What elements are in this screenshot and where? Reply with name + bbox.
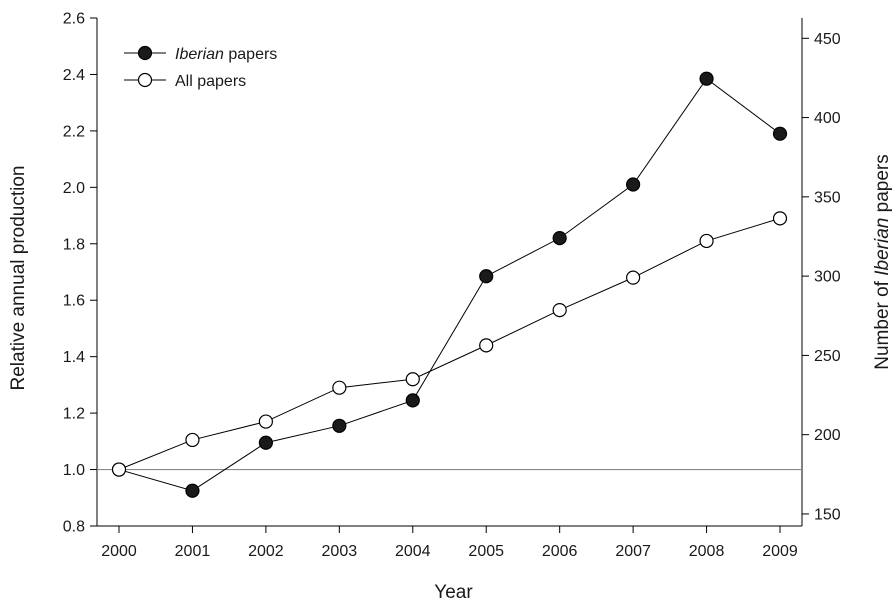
- x-tick-label: 2000: [101, 543, 137, 560]
- x-tick-label: 2008: [689, 543, 725, 560]
- series-line-all: [118, 217, 781, 471]
- legend-label-part: Iberian: [175, 46, 224, 63]
- y2-axis-title-part: Number of: [872, 276, 893, 370]
- legend-marker: [137, 45, 153, 61]
- data-point-all: [626, 270, 641, 285]
- x-tick-label: 2005: [468, 543, 504, 560]
- y2-tick-label: 300: [814, 269, 841, 286]
- y2-tick-label: 150: [814, 506, 841, 523]
- data-point-iberian: [479, 269, 494, 284]
- y-tick-label: 2.0: [63, 180, 85, 197]
- x-tick-label: 2003: [322, 543, 358, 560]
- data-point-all: [111, 462, 127, 477]
- data-point-all: [185, 432, 200, 448]
- legend-label: All papers: [175, 73, 246, 90]
- data-point-iberian: [405, 393, 420, 408]
- legend-label: Iberian papers: [175, 46, 277, 63]
- data-point-all: [772, 211, 788, 226]
- x-tick-label: 2001: [175, 543, 211, 560]
- y2-tick-label: 250: [814, 348, 841, 365]
- y-tick-label: 1.6: [63, 293, 85, 310]
- y2-tick-label: 200: [814, 427, 841, 444]
- data-point-all: [699, 233, 714, 249]
- x-tick-label: 2009: [762, 543, 798, 560]
- data-point-iberian: [332, 418, 347, 433]
- x-tick-label: 2002: [248, 543, 284, 560]
- y-tick-label: 1.8: [63, 236, 85, 253]
- y-tick-label: 2.2: [63, 123, 85, 140]
- data-point-iberian: [699, 71, 714, 86]
- legend-marker: [137, 72, 153, 88]
- x-tick-label: 2004: [395, 543, 431, 560]
- y2-tick-label: 400: [814, 110, 841, 127]
- data-point-iberian: [185, 483, 200, 498]
- y2-axis-title: Number of Iberian papers: [872, 154, 893, 369]
- x-tick-label: 2006: [542, 543, 578, 560]
- plot-area: 0.8 1.0 1.2 1.4 1.6 1.8 2.0 2.2 2.4 2.6 150 200 250 3…: [8, 11, 893, 604]
- data-point-iberian: [552, 231, 567, 246]
- series-line-iberian: [118, 77, 781, 492]
- data-point-all: [552, 303, 567, 318]
- y-tick-label: 2.4: [63, 67, 85, 84]
- y2-tick-label: 350: [814, 189, 841, 206]
- legend-label-part: papers: [224, 46, 277, 63]
- y-tick-label: 1.4: [63, 349, 85, 366]
- x-tick-label: 2007: [615, 543, 651, 560]
- legend-label-part: All papers: [175, 73, 246, 90]
- y2-tick-label: 450: [814, 31, 841, 48]
- x-axis-title: Year: [434, 582, 473, 603]
- data-point-all: [332, 380, 347, 395]
- data-point-all: [479, 338, 494, 353]
- y-tick-label: 0.8: [63, 519, 85, 536]
- y2-axis-title-part: papers: [872, 154, 893, 217]
- data-point-iberian: [258, 435, 273, 450]
- y-tick-label: 1.2: [63, 406, 85, 423]
- data-point-all: [405, 372, 420, 387]
- y-tick-label: 1.0: [63, 462, 85, 479]
- data-point-all: [258, 414, 273, 429]
- y-tick-label: 2.6: [63, 11, 85, 28]
- y-axis-title: Relative annual production: [8, 166, 29, 391]
- y2-axis-title-part: Iberian: [872, 218, 893, 276]
- data-point-iberian: [626, 177, 641, 192]
- data-point-iberian: [772, 126, 788, 141]
